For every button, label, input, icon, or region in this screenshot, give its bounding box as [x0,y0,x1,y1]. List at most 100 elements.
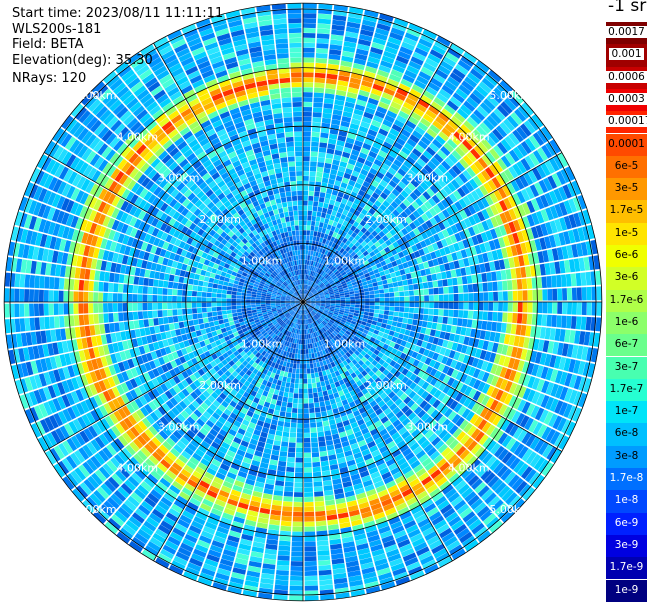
data-cell [304,289,307,295]
data-cell [413,307,419,314]
data-cell [307,291,311,296]
data-cell [350,72,363,80]
data-cell [542,250,549,263]
data-cell [312,277,316,282]
data-cell [499,121,512,135]
data-cell [325,435,333,441]
data-cell [360,185,368,193]
data-cell [446,138,458,150]
data-cell [304,595,319,601]
data-cell [519,123,532,137]
data-cell [321,248,326,255]
data-cell [500,155,512,168]
data-cell [445,51,459,63]
data-cell [303,52,315,58]
data-cell [337,135,347,142]
data-cell [371,264,378,271]
data-cell [299,364,303,369]
data-cell [360,240,367,247]
data-cell [475,85,489,98]
data-cell [325,300,331,302]
data-cell [433,97,446,108]
data-cell [487,69,502,83]
data-cell [440,271,447,280]
data-cell [309,265,313,271]
data-cell [471,274,478,284]
data-cell [435,135,446,146]
data-cell [437,221,446,231]
data-cell [364,159,373,168]
data-cell [537,147,548,161]
data-cell [446,76,460,88]
data-cell [372,282,378,287]
data-cell [377,266,384,273]
data-cell [582,209,591,225]
data-cell [304,295,308,300]
data-cell [348,235,354,242]
data-cell [424,295,429,302]
data-cell [334,279,340,284]
data-cell [443,294,449,302]
data-cell [290,422,297,428]
data-cell [473,292,479,301]
data-cell [325,239,330,246]
data-cell [380,123,391,132]
data-cell [319,376,325,382]
data-cell [289,585,303,591]
data-cell [385,216,393,224]
data-cell [443,185,453,196]
data-cell [389,236,396,244]
data-cell [307,250,311,256]
data-cell [401,146,411,156]
data-cell [429,329,436,337]
data-cell [437,201,446,211]
data-cell [469,113,482,125]
data-cell [314,496,324,502]
data-cell [320,297,326,300]
data-cell [346,270,353,276]
data-cell [453,131,465,143]
data-cell [413,175,423,185]
data-cell [329,173,337,180]
data-cell [373,158,383,167]
data-cell [558,232,566,246]
data-cell [320,258,325,265]
data-cell [436,272,442,280]
data-cell [349,257,355,263]
data-cell [316,262,320,268]
data-cell [433,294,439,302]
data-cell [435,191,445,201]
data-cell [317,23,331,30]
data-cell [384,292,390,298]
data-cell [385,232,393,239]
data-cell [481,320,488,330]
data-cell [385,224,393,232]
data-cell [488,131,500,144]
data-cell [418,194,428,204]
data-cell [352,253,359,260]
data-cell [477,311,484,320]
data-cell [332,221,338,228]
data-cell [308,240,313,246]
data-cell [318,197,325,203]
data-cell [328,138,337,145]
data-cell [369,305,375,310]
data-cell [368,287,374,292]
data-cell [516,279,523,290]
data-cell [436,240,444,249]
data-cell [388,150,398,159]
data-cell [410,56,424,66]
data-cell [335,175,343,182]
data-cell [344,292,350,296]
data-cell [303,364,307,369]
data-cell [471,319,478,329]
data-cell [429,295,434,302]
data-cell [419,154,430,164]
data-cell [562,302,568,315]
data-cell [403,142,414,152]
data-cell [521,202,531,215]
data-cell [416,158,427,168]
data-cell [357,38,372,47]
data-cell [331,210,338,217]
data-cell [311,353,315,359]
